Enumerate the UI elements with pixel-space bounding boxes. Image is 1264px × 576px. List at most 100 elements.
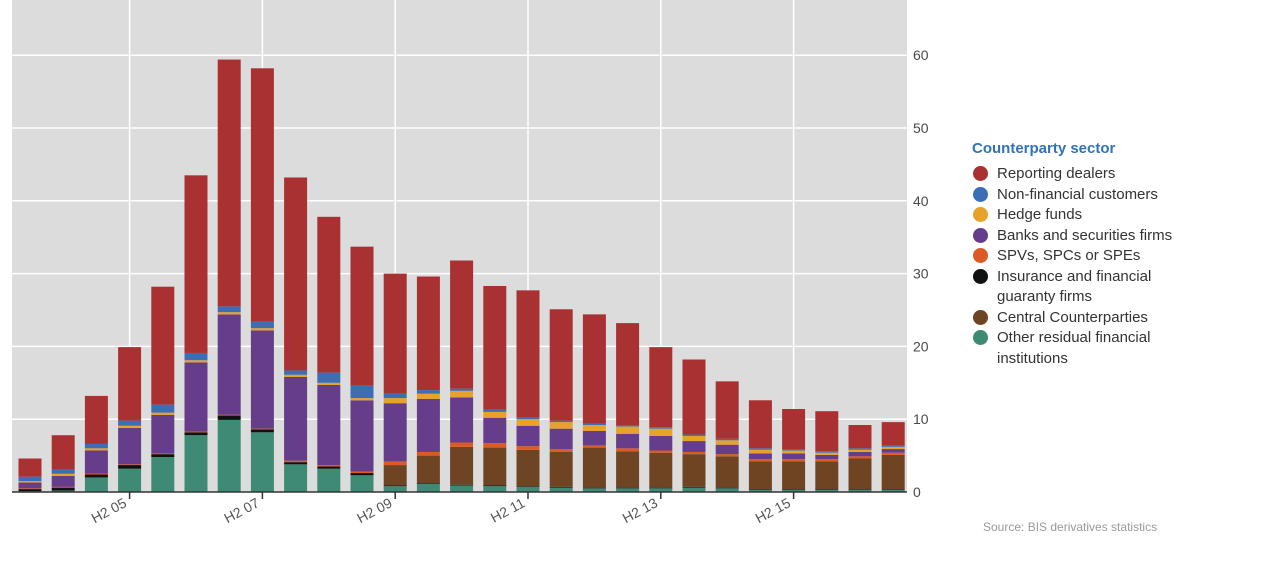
legend-swatch bbox=[973, 227, 988, 243]
bar-segment-other-residual-financial-institutions bbox=[516, 486, 540, 492]
legend-label: Other residual financial institutions bbox=[997, 329, 1151, 367]
bar-stack-h2-11 bbox=[516, 290, 540, 492]
bar-stack-h2-13 bbox=[649, 347, 673, 492]
bar-segment-spvs-spcs-or-spes bbox=[18, 488, 42, 490]
bar-segment-banks-and-securities-firms bbox=[616, 433, 640, 449]
bar-segment-banks-and-securities-firms bbox=[416, 398, 440, 452]
bar-segment-hedge-funds bbox=[383, 398, 407, 404]
bar-segment-spvs-spcs-or-spes bbox=[250, 428, 274, 430]
bar-segment-banks-and-securities-firms bbox=[748, 453, 772, 460]
bar-segment-central-counterparties bbox=[450, 446, 474, 485]
bar-segment-reporting-dealers bbox=[881, 422, 905, 446]
bar-segment-hedge-funds bbox=[815, 452, 839, 455]
legend-label: Reporting dealers bbox=[997, 165, 1116, 182]
bar-segment-reporting-dealers bbox=[483, 285, 507, 410]
bar-segment-central-counterparties bbox=[483, 447, 507, 486]
bar-segment-banks-and-securities-firms bbox=[450, 397, 474, 443]
bar-stack-h2-16 bbox=[848, 425, 872, 492]
bar-segment-insurance-and-financial-guaranty-firms bbox=[317, 466, 341, 469]
bar-segment-central-counterparties bbox=[549, 451, 573, 487]
bar-segment-non-financial-customers bbox=[715, 438, 739, 441]
bar-segment-hedge-funds bbox=[782, 450, 806, 454]
bar-stack-h1-17 bbox=[881, 422, 905, 492]
bar-segment-central-counterparties bbox=[748, 461, 772, 490]
bar-segment-non-financial-customers bbox=[682, 434, 706, 436]
bar-segment-non-financial-customers bbox=[881, 445, 905, 447]
bar-segment-other-residual-financial-institutions bbox=[151, 457, 175, 492]
bar-segment-central-counterparties bbox=[416, 455, 440, 484]
bar-segment-hedge-funds bbox=[250, 328, 274, 331]
bar-segment-banks-and-securities-firms bbox=[118, 427, 142, 465]
bar-stack-h2-15 bbox=[782, 409, 806, 492]
bar-segment-other-residual-financial-institutions bbox=[848, 489, 872, 492]
bar-segment-spvs-spcs-or-spes bbox=[715, 454, 739, 457]
bar-segment-central-counterparties bbox=[616, 451, 640, 488]
legend-items: Reporting dealers Non-financial customers… bbox=[972, 164, 1202, 369]
bar-segment-other-residual-financial-institutions bbox=[317, 468, 341, 492]
bar-segment-reporting-dealers bbox=[151, 286, 175, 405]
legend-swatch bbox=[973, 268, 988, 284]
bar-segment-reporting-dealers bbox=[582, 314, 606, 424]
bar-segment-reporting-dealers bbox=[118, 347, 142, 421]
bar-segment-spvs-spcs-or-spes bbox=[350, 471, 374, 474]
bar-segment-non-financial-customers bbox=[748, 448, 772, 450]
bar-segment-insurance-and-financial-guaranty-firms bbox=[715, 487, 739, 489]
legend-label: Non-financial customers bbox=[997, 185, 1158, 203]
bar-segment-spvs-spcs-or-spes bbox=[450, 442, 474, 447]
bar-segment-central-counterparties bbox=[516, 449, 540, 487]
bar-segment-non-financial-customers bbox=[815, 451, 839, 453]
bar-segment-non-financial-customers bbox=[383, 392, 407, 399]
bar-segment-insurance-and-financial-guaranty-firms bbox=[848, 489, 872, 490]
bar-segment-insurance-and-financial-guaranty-firms bbox=[118, 465, 142, 469]
bar-segment-reporting-dealers bbox=[682, 359, 706, 435]
bar-segment-non-financial-customers bbox=[483, 409, 507, 412]
bar-segment-spvs-spcs-or-spes bbox=[217, 414, 241, 416]
bar-segment-other-residual-financial-institutions bbox=[616, 488, 640, 492]
bar-segment-other-residual-financial-institutions bbox=[383, 486, 407, 492]
bar-segment-banks-and-securities-firms bbox=[782, 453, 806, 460]
bar-segment-hedge-funds bbox=[715, 440, 739, 445]
bar-segment-insurance-and-financial-guaranty-firms bbox=[516, 486, 540, 487]
bar-segment-insurance-and-financial-guaranty-firms bbox=[682, 486, 706, 488]
bar-segment-spvs-spcs-or-spes bbox=[782, 459, 806, 462]
bar-segment-central-counterparties bbox=[815, 461, 839, 490]
bar-segment-reporting-dealers bbox=[250, 68, 274, 322]
bar-segment-other-residual-financial-institutions bbox=[483, 486, 507, 492]
bar-segment-reporting-dealers bbox=[616, 323, 640, 426]
bar-stack-h1-12 bbox=[549, 309, 573, 492]
bar-segment-hedge-funds bbox=[649, 428, 673, 436]
x-tick-label: H2 05 bbox=[89, 494, 130, 526]
bar-segment-reporting-dealers bbox=[184, 175, 208, 353]
legend-item: SPVs, SPCs or SPEs bbox=[972, 246, 1202, 267]
legend-swatch bbox=[973, 186, 988, 202]
legend-swatch bbox=[973, 309, 988, 325]
bar-segment-banks-and-securities-firms bbox=[51, 475, 75, 487]
bar-stack-h1-07 bbox=[217, 59, 241, 492]
bar-segment-hedge-funds bbox=[317, 382, 341, 385]
bar-segment-banks-and-securities-firms bbox=[84, 450, 108, 474]
bar-segment-other-residual-financial-institutions bbox=[450, 485, 474, 492]
bar-segment-central-counterparties bbox=[383, 465, 407, 486]
bar-segment-insurance-and-financial-guaranty-firms bbox=[483, 485, 507, 487]
bar-stack-h1-15 bbox=[748, 400, 772, 492]
bar-segment-other-residual-financial-institutions bbox=[782, 489, 806, 492]
legend-label: SPVs, SPCs or SPEs bbox=[997, 247, 1141, 264]
bar-segment-spvs-spcs-or-spes bbox=[416, 451, 440, 456]
y-tick-label: 20 bbox=[913, 338, 929, 354]
y-tick-label: 50 bbox=[913, 120, 929, 136]
bar-segment-reporting-dealers bbox=[748, 400, 772, 449]
bar-segment-spvs-spcs-or-spes bbox=[748, 459, 772, 462]
bar-segment-spvs-spcs-or-spes bbox=[383, 461, 407, 466]
bar-segment-other-residual-financial-institutions bbox=[118, 468, 142, 492]
legend-item: Non-financial customers bbox=[972, 185, 1202, 206]
bar-segment-hedge-funds bbox=[450, 390, 474, 398]
bar-segment-banks-and-securities-firms bbox=[881, 449, 905, 453]
legend-swatch bbox=[973, 166, 988, 181]
legend-title: Counterparty sector bbox=[972, 140, 1116, 157]
legend-label: Hedge funds bbox=[997, 206, 1083, 223]
bar-segment-banks-and-securities-firms bbox=[715, 444, 739, 455]
bar-stack-h2-10 bbox=[450, 260, 474, 492]
bar-segment-banks-and-securities-firms bbox=[549, 428, 573, 450]
legend-swatch bbox=[973, 248, 988, 263]
bar-segment-banks-and-securities-firms bbox=[682, 441, 706, 452]
